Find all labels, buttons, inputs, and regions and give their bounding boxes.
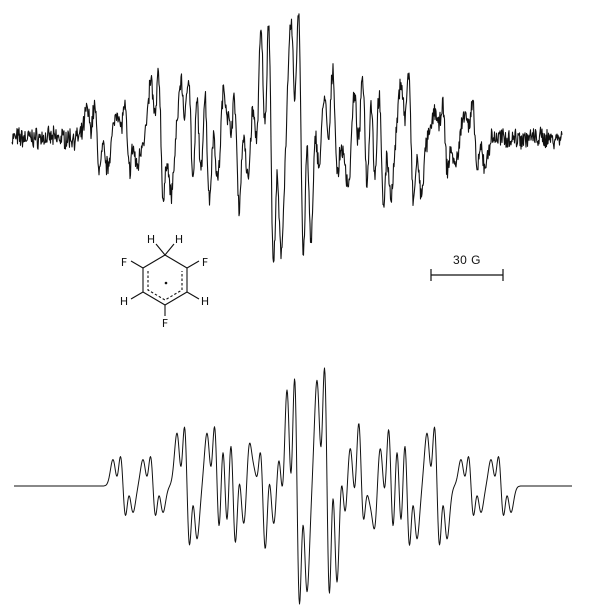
scale-bar: 30 G — [430, 253, 504, 281]
bond-c-f-left — [130, 260, 144, 269]
experimental-spectrum-trace — [11, 13, 563, 263]
simulated-spectrum-trace — [14, 367, 572, 605]
bond-c6-c1 — [142, 254, 166, 269]
bond-c4-c5 — [142, 291, 166, 306]
atom-label-H-left: H — [120, 295, 128, 308]
bond-c-h-right — [186, 291, 200, 300]
bond-c-h-left — [130, 291, 144, 300]
bond-ch2-h-right — [164, 243, 175, 256]
atom-label-H-ch2-left: H — [147, 233, 155, 246]
bond-c1-c2 — [164, 254, 188, 269]
atom-label-F-bottom: F — [162, 317, 168, 330]
molecule-structure — [130, 243, 200, 316]
scale-bar-label: 30 G — [453, 253, 481, 267]
atom-label-H-right: H — [201, 295, 209, 308]
radical-dot — [164, 281, 168, 285]
bond-c3-c4 — [164, 291, 188, 306]
atom-label-F-left: F — [121, 256, 127, 269]
delocalized-bonds — [147, 271, 183, 301]
atom-label-H-ch2-right: H — [175, 233, 183, 246]
bond-c-f-right — [186, 260, 200, 269]
bond-ch2-h-left — [155, 243, 166, 256]
atom-label-F-right: F — [202, 256, 208, 269]
